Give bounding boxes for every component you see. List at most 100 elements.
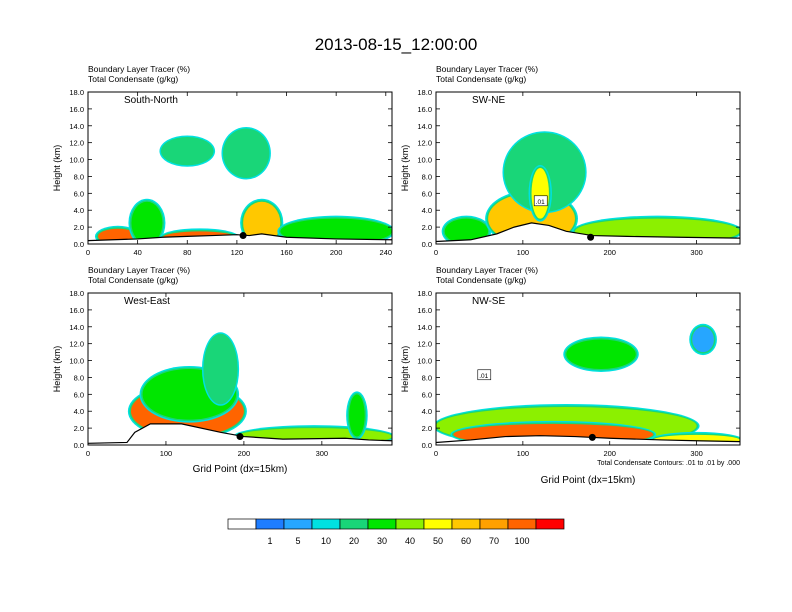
tracer-field bbox=[204, 335, 237, 403]
plot-area bbox=[436, 323, 740, 445]
colorbar-swatch bbox=[395, 518, 425, 530]
y-tick-label: 14.0 bbox=[417, 323, 432, 332]
chart-panel: Boundary Layer Tracer (%)Total Condensat… bbox=[400, 64, 741, 257]
tracer-field bbox=[131, 201, 163, 244]
colorbar-swatch bbox=[451, 518, 481, 530]
y-tick-label: 12.0 bbox=[69, 340, 84, 349]
panel-header-line: Boundary Layer Tracer (%) bbox=[88, 64, 190, 74]
x-tick-label: 120 bbox=[231, 248, 244, 257]
y-tick-label: 2.0 bbox=[422, 223, 432, 232]
colorbar-label: 50 bbox=[433, 536, 443, 546]
y-tick-label: 10.0 bbox=[69, 156, 84, 165]
panel-header-line: Boundary Layer Tracer (%) bbox=[88, 265, 190, 275]
colorbar-label: 20 bbox=[349, 536, 359, 546]
colorbar-label: 5 bbox=[295, 536, 300, 546]
tracer-field bbox=[531, 168, 549, 219]
y-tick-label: 14.0 bbox=[417, 122, 432, 131]
y-tick-label: 10.0 bbox=[69, 357, 84, 366]
y-tick-label: 2.0 bbox=[74, 223, 84, 232]
panel-header-line: Total Condensate (g/kg) bbox=[88, 74, 178, 84]
colorbar-swatch bbox=[535, 518, 565, 530]
panel-label: West-East bbox=[124, 296, 170, 307]
terrain-line bbox=[436, 222, 740, 243]
plot-frame bbox=[435, 292, 741, 446]
panels: Boundary Layer Tracer (%)Total Condensat… bbox=[52, 64, 741, 486]
panel-header-line: Boundary Layer Tracer (%) bbox=[436, 265, 538, 275]
terrain-line bbox=[436, 435, 740, 444]
plot-frame bbox=[87, 91, 393, 245]
tracer-field bbox=[566, 339, 636, 369]
y-tick-label: 6.0 bbox=[422, 390, 432, 399]
terrain-fill bbox=[88, 423, 392, 445]
y-tick-label: 16.0 bbox=[69, 105, 84, 114]
x-tick-label: 200 bbox=[330, 248, 343, 257]
y-tick-label: 12.0 bbox=[417, 139, 432, 148]
y-tick-label: 0.0 bbox=[422, 240, 432, 249]
chart-panel: Boundary Layer Tracer (%)Total Condensat… bbox=[52, 265, 393, 475]
panel-label: South-North bbox=[124, 95, 178, 106]
colorbar-label: 40 bbox=[405, 536, 415, 546]
x-tick-label: 160 bbox=[280, 248, 293, 257]
plot-area bbox=[436, 131, 740, 244]
x-tick-label: 80 bbox=[183, 248, 191, 257]
x-tick-label: 200 bbox=[603, 449, 616, 458]
x-tick-label: 200 bbox=[238, 449, 251, 458]
x-tick-label: 40 bbox=[133, 248, 141, 257]
terrain-line bbox=[88, 423, 392, 444]
colorbar-swatch bbox=[255, 518, 285, 530]
site-marker bbox=[587, 233, 595, 241]
panel-label: NW-SE bbox=[472, 296, 505, 307]
x-tick-label: 100 bbox=[160, 449, 173, 458]
tracer-field bbox=[162, 138, 213, 164]
contour-label-box bbox=[533, 195, 548, 207]
contour-label-box bbox=[477, 369, 492, 381]
tracer-field bbox=[444, 218, 489, 244]
contour-label: .01 bbox=[479, 373, 488, 380]
x-axis-label: Grid Point (dx=15km) bbox=[541, 475, 636, 486]
y-tick-label: 4.0 bbox=[74, 206, 84, 215]
figure-title: 2013-08-15_12:00:00 bbox=[315, 35, 478, 54]
site-marker bbox=[239, 232, 247, 240]
colorbar-label: 70 bbox=[489, 536, 499, 546]
colorbar-label: 1 bbox=[267, 536, 272, 546]
y-tick-label: 2.0 bbox=[74, 424, 84, 433]
y-tick-label: 16.0 bbox=[417, 105, 432, 114]
y-tick-label: 16.0 bbox=[69, 306, 84, 315]
y-axis-label: Height (km) bbox=[400, 145, 410, 192]
x-tick-label: 300 bbox=[690, 449, 703, 458]
colorbar-label: 60 bbox=[461, 536, 471, 546]
y-tick-label: 14.0 bbox=[69, 122, 84, 131]
y-tick-label: 8.0 bbox=[422, 373, 432, 382]
plot-frame bbox=[87, 292, 393, 446]
plot-frame bbox=[435, 91, 741, 245]
chart-panel: Boundary Layer Tracer (%)Total Condensat… bbox=[52, 64, 393, 257]
tracer-field bbox=[692, 326, 714, 353]
y-tick-label: 10.0 bbox=[417, 357, 432, 366]
x-axis-label: Grid Point (dx=15km) bbox=[193, 464, 288, 475]
panel-header-line: Total Condensate (g/kg) bbox=[436, 275, 526, 285]
plot-area bbox=[88, 332, 392, 445]
colorbar-swatch bbox=[339, 518, 369, 530]
y-tick-label: 18.0 bbox=[417, 289, 432, 298]
y-axis-label: Height (km) bbox=[52, 145, 62, 192]
y-axis-label: Height (km) bbox=[52, 346, 62, 393]
y-tick-label: 6.0 bbox=[74, 189, 84, 198]
panel-header-line: Total Condensate (g/kg) bbox=[88, 275, 178, 285]
y-tick-label: 0.0 bbox=[74, 441, 84, 450]
x-tick-label: 100 bbox=[517, 248, 530, 257]
colorbar-label: 10 bbox=[321, 536, 331, 546]
y-tick-label: 12.0 bbox=[69, 139, 84, 148]
panel-header-line: Boundary Layer Tracer (%) bbox=[436, 64, 538, 74]
terrain-fill bbox=[436, 435, 740, 445]
x-tick-label: 0 bbox=[86, 449, 90, 458]
colorbar-swatch bbox=[423, 518, 453, 530]
terrain-fill bbox=[88, 233, 392, 244]
colorbar-swatch bbox=[311, 518, 341, 530]
y-tick-label: 4.0 bbox=[422, 206, 432, 215]
tracer-field bbox=[224, 130, 268, 177]
x-tick-label: 300 bbox=[316, 449, 329, 458]
colorbar-swatch bbox=[507, 518, 537, 530]
y-tick-label: 6.0 bbox=[74, 390, 84, 399]
y-tick-label: 0.0 bbox=[422, 441, 432, 450]
